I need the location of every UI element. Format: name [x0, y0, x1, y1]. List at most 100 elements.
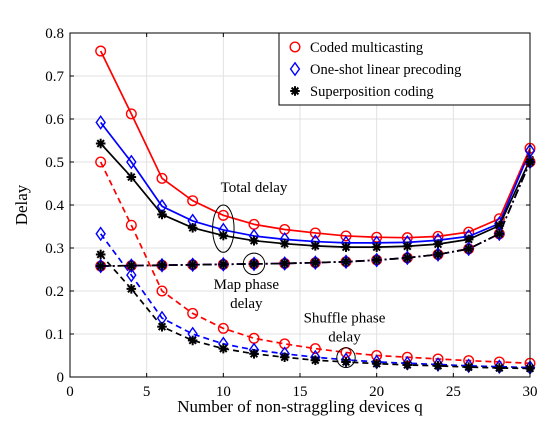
x-tick-label: 25: [446, 384, 461, 400]
data-point-star: [126, 172, 137, 182]
axis-ticks: 0 5 10 15 20 25 30 0 0.1 0.2 0.3 0.4 0.5 0.6 0.7 0.8: [45, 26, 537, 400]
data-point-circle: [217, 322, 229, 334]
data-point-star: [218, 230, 229, 241]
legend-entry-superposition-coding: Superposition coding: [290, 84, 434, 100]
y-tick-label: 0.8: [45, 26, 64, 42]
data-point-star: [371, 242, 382, 252]
annotations: Total delay Map phase delay Shuffle phase de…: [212, 180, 386, 369]
data-point-circle: [156, 172, 168, 184]
y-tick-label: 0: [57, 370, 65, 386]
annotation-text: Shuffle phase: [304, 310, 386, 326]
annotation-text: delay: [328, 329, 361, 345]
legend-entry-one-shot-linear-precoding: One-shot linear precoding: [289, 61, 461, 78]
data-point-circle: [309, 227, 321, 239]
x-axis-label: Number of non-straggling devices q: [177, 397, 423, 416]
data-point-star: [95, 261, 106, 271]
series-shuffle-phase-delay-circle: [95, 156, 536, 369]
data-point-star: [310, 257, 321, 268]
data-point-star: [126, 260, 137, 271]
annotation-text: delay: [230, 296, 263, 312]
legend-label-one-shot-linear-precoding: One-shot linear precoding: [310, 62, 461, 78]
data-point-star: [218, 343, 229, 354]
data-point-circle: [187, 195, 199, 207]
y-tick-label: 0.5: [45, 155, 64, 171]
y-tick-label: 0.7: [45, 69, 64, 85]
data-point-star: [494, 363, 505, 373]
series-line: [100, 142, 531, 248]
data-point-circle: [156, 285, 168, 297]
data-point-star: [279, 258, 290, 269]
x-tick-label: 10: [216, 384, 231, 400]
annotation-text: Map phase: [214, 277, 280, 293]
series-line: [100, 161, 531, 267]
data-point-star: [187, 259, 198, 270]
data-point-star: [371, 255, 382, 265]
x-tick-label: 15: [293, 384, 308, 400]
legend-marker-circle: [289, 41, 301, 53]
legend-marker-star: [290, 86, 300, 96]
x-tick-label: 0: [66, 384, 74, 400]
data-point-star: [187, 335, 198, 346]
series-total-delay-star: [95, 138, 535, 252]
legend: Coded multicasting One-shot linear preco…: [278, 32, 531, 106]
y-tick-label: 0.6: [45, 112, 64, 128]
annotation-map: Map phase delay: [214, 252, 280, 312]
data-point-star: [433, 249, 443, 260]
annotation-shuffle: Shuffle phase delay: [304, 310, 386, 369]
data-point-diamond: [95, 115, 106, 130]
data-point-star: [402, 253, 413, 263]
series-total-delay-circle: [95, 45, 536, 244]
data-point-circle: [95, 45, 107, 57]
legend-label-superposition-coding: Superposition coding: [310, 84, 434, 100]
y-tick-label: 0.4: [45, 198, 64, 214]
data-point-star: [157, 260, 167, 270]
data-point-star: [402, 241, 413, 252]
y-axis-label: Delay: [12, 184, 31, 225]
y-tick-label: 0.1: [45, 327, 64, 343]
data-point-circle: [187, 307, 199, 319]
y-tick-label: 0.3: [45, 241, 64, 257]
data-point-star: [218, 259, 229, 270]
annotation-text: Total delay: [221, 180, 288, 196]
annotation-ellipse: [336, 347, 356, 369]
data-point-star: [310, 241, 321, 251]
series-line: [99, 161, 531, 365]
x-tick-label: 30: [523, 384, 538, 400]
data-point-star: [310, 355, 321, 366]
data-point-star: [341, 357, 351, 367]
annotation-ellipse: [212, 204, 235, 253]
data-point-diamond: [95, 226, 106, 242]
data-point-circle: [217, 209, 229, 221]
data-point-star: [187, 222, 198, 233]
legend-label-coded-multicasting: Coded multicasting: [310, 40, 423, 56]
data-point-star: [126, 284, 137, 294]
x-tick-label: 20: [369, 384, 384, 400]
annotation-ellipse: [242, 252, 266, 276]
series-lines: [95, 45, 536, 375]
data-point-star: [402, 360, 413, 370]
data-point-circle: [95, 156, 107, 168]
series-shuffle-phase-delay-star: [95, 249, 535, 374]
data-point-star: [341, 242, 351, 252]
data-point-star: [157, 209, 167, 220]
data-point-star: [371, 358, 382, 369]
annotation-total: Total delay: [212, 180, 288, 253]
y-tick-label: 0.2: [45, 284, 64, 300]
data-point-star: [249, 259, 259, 269]
series-line: [99, 233, 531, 369]
legend-box: [278, 32, 531, 106]
data-point-circle: [309, 343, 321, 355]
data-point-star: [279, 352, 290, 363]
data-point-diamond: [126, 267, 137, 283]
data-point-circle: [125, 108, 137, 120]
data-point-circle: [125, 219, 137, 231]
data-point-star: [157, 321, 167, 332]
data-point-diamond: [126, 154, 137, 170]
data-point-star: [463, 362, 474, 372]
series-line: [99, 50, 531, 239]
legend-marker-diamond: [289, 61, 301, 77]
data-point-star: [433, 239, 443, 249]
data-point-star: [279, 238, 290, 249]
data-point-circle: [340, 230, 352, 242]
